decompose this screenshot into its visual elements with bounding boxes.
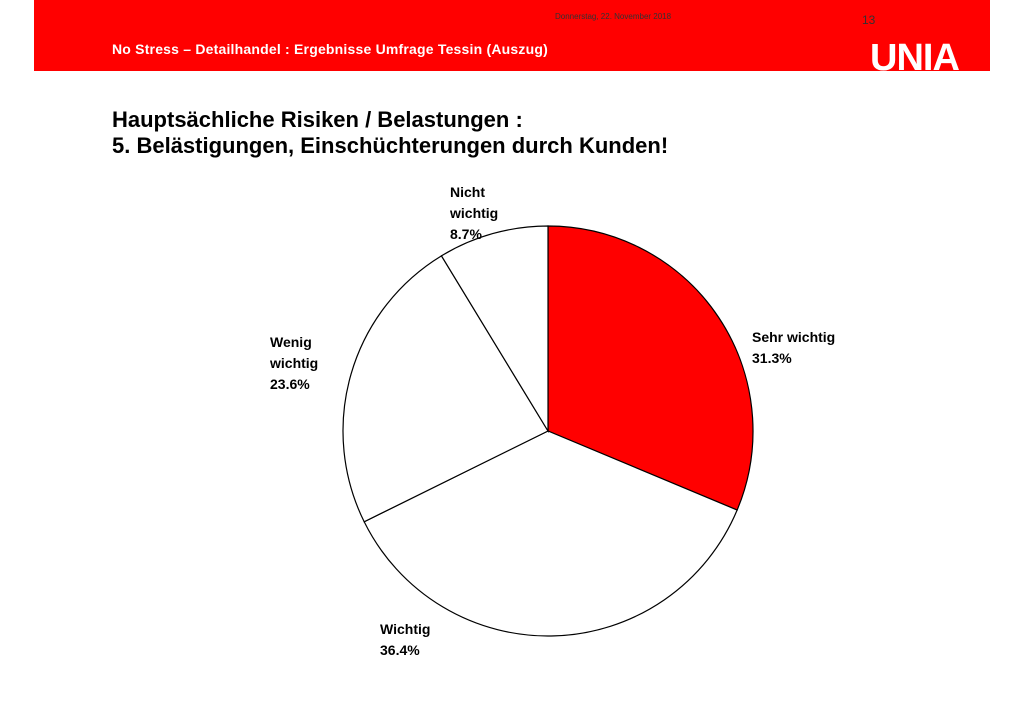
- slide-title: Hauptsächliche Risiken / Belastungen : 5…: [112, 107, 668, 159]
- pie-slice-wenig-wichtig: [342, 255, 549, 523]
- pie-slice-sehr-wichtig: [547, 225, 754, 511]
- header-band: [34, 0, 990, 71]
- unia-logo: UNIA: [870, 37, 960, 74]
- slice-label-wichtig: Wichtig 36.4%: [380, 621, 430, 658]
- pie-slice-wichtig: [363, 430, 738, 637]
- slice-label-sehr-wichtig: Sehr wichtig 31.3%: [752, 329, 835, 366]
- page-number: 13: [862, 13, 876, 27]
- slice-label-nicht-wichtig: Nicht wichtig 8.7%: [449, 184, 498, 242]
- slice-label-wenig-wichtig: Wenig wichtig 23.6%: [269, 334, 318, 392]
- header-date: Donnerstag, 22. November 2018: [555, 12, 672, 21]
- title-line-1: Hauptsächliche Risiken / Belastungen :: [112, 107, 523, 132]
- header-subtitle: No Stress – Detailhandel : Ergebnisse Um…: [112, 41, 548, 57]
- svg-text:UNIA: UNIA: [870, 37, 959, 74]
- title-line-2: 5. Belästigungen, Einschüchterungen durc…: [112, 133, 669, 158]
- pie-slice-nicht-wichtig: [440, 225, 549, 434]
